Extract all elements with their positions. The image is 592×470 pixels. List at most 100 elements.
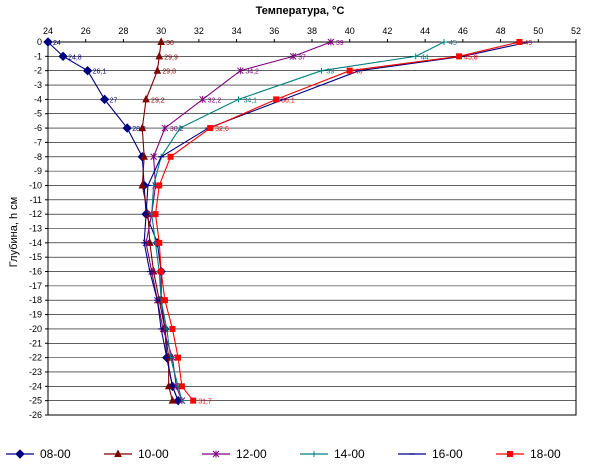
data-point <box>273 96 280 103</box>
data-label: 45,8 <box>464 54 478 61</box>
y-tick-label: -7 <box>34 137 42 147</box>
x-tick-label: 32 <box>194 26 204 36</box>
data-point <box>235 96 242 103</box>
data-label: 30 <box>166 40 174 47</box>
x-tick-label: 36 <box>269 26 279 36</box>
legend-item-08-00: 08-00 <box>6 447 71 461</box>
data-point <box>157 37 165 45</box>
data-point <box>346 67 353 74</box>
y-axis-label: Глубина, h см <box>8 197 20 267</box>
x-tick-label: 48 <box>496 26 506 36</box>
data-point <box>146 238 154 246</box>
data-point <box>207 125 214 132</box>
data-label: 29,8 <box>162 69 176 76</box>
y-tick-label: -21 <box>29 338 42 348</box>
y-tick-label: -25 <box>29 396 42 406</box>
data-label: 30,2 <box>170 126 184 133</box>
data-label: 29,9 <box>164 54 178 61</box>
data-point <box>122 123 132 133</box>
x-tick-label: 42 <box>382 26 392 36</box>
data-point <box>150 182 157 189</box>
series-18-00: 49 45,8 40 36,1 32,6 31,7 <box>152 39 532 406</box>
y-tick-label: -1 <box>34 51 42 61</box>
legend-label: 10-00 <box>138 447 169 461</box>
legend-marker <box>311 451 317 457</box>
data-point <box>190 397 197 404</box>
x-tick-label: 34 <box>232 26 242 36</box>
data-label: 34,1 <box>243 97 257 104</box>
y-tick-label: -24 <box>29 381 42 391</box>
legend-item-16-00: 16-00 <box>398 447 463 461</box>
data-point <box>138 180 147 189</box>
legend-item-18-00: 18-00 <box>496 447 561 461</box>
y-tick-label: -6 <box>34 123 42 133</box>
y-tick-label: -23 <box>29 367 42 377</box>
data-label: 24,8 <box>68 54 82 61</box>
data-point <box>156 182 163 189</box>
data-point <box>161 124 169 132</box>
data-label: 31,7 <box>198 399 212 406</box>
legend-label: 16-00 <box>432 447 463 461</box>
y-tick-label: -20 <box>29 324 42 334</box>
data-label: 45 <box>449 40 457 47</box>
data-point <box>138 123 147 132</box>
x-tick-label: 52 <box>571 26 581 36</box>
gridlines <box>48 56 576 401</box>
y-tick-label: -15 <box>29 252 42 262</box>
chart-title: Температура, °C <box>256 5 345 17</box>
series-16-00 <box>141 41 532 402</box>
x-tick-label: 40 <box>345 26 355 36</box>
y-axis-ticks: 0 -1 -2 -3 -4 -5 -6 -7 -8 -9 -10 -11 -12 -13 -14 -15 -16… <box>29 37 48 420</box>
data-point <box>168 396 177 404</box>
x-tick-label: 28 <box>118 26 128 36</box>
data-label: 32,2 <box>208 97 222 104</box>
legend-marker <box>507 451 513 457</box>
y-tick-label: -13 <box>29 224 42 234</box>
data-point <box>82 65 93 76</box>
series-group: 24 24,8 26,1 27 28,2 30 29,9 29,8 29,2 39 37 34,2 32… <box>43 37 532 406</box>
y-tick-label: -11 <box>30 195 42 205</box>
y-tick-label: -19 <box>29 310 42 320</box>
x-tick-label: 30 <box>156 26 166 36</box>
data-point <box>153 66 162 74</box>
data-point <box>161 297 168 304</box>
data-label: 39 <box>336 40 344 47</box>
data-label: 37 <box>298 54 306 61</box>
data-point <box>178 383 185 390</box>
data-point <box>99 94 110 105</box>
data-label: 44 <box>421 54 429 61</box>
data-point <box>456 53 463 60</box>
x-tick-label: 38 <box>307 26 317 36</box>
y-tick-label: -14 <box>29 238 42 248</box>
y-tick-label: -5 <box>34 109 42 119</box>
data-label: 32,6 <box>215 126 229 133</box>
y-tick-label: -8 <box>34 152 42 162</box>
x-tick-label: 50 <box>533 26 543 36</box>
data-point <box>142 94 150 103</box>
data-point <box>167 153 174 160</box>
data-label: 34,2 <box>245 69 259 76</box>
y-tick-label: -18 <box>29 295 42 305</box>
legend-marker <box>114 449 122 457</box>
y-tick-label: -10 <box>29 180 42 190</box>
legend-label: 18-00 <box>530 447 561 461</box>
y-tick-label: -9 <box>34 166 42 176</box>
data-point <box>58 51 68 62</box>
data-point <box>43 37 53 47</box>
data-point <box>177 125 183 132</box>
data-label: 29,2 <box>151 97 165 104</box>
data-point <box>516 39 523 45</box>
y-tick-label: -22 <box>29 353 42 363</box>
data-point <box>199 95 206 103</box>
y-tick-label: -2 <box>34 66 42 76</box>
y-tick-label: -16 <box>29 267 42 277</box>
data-point <box>441 39 447 45</box>
x-tick-label: 24 <box>43 26 53 36</box>
data-point <box>236 67 244 75</box>
data-label: 27 <box>110 97 118 104</box>
y-tick-label: -12 <box>29 209 42 219</box>
data-point <box>318 67 325 74</box>
data-point <box>156 239 163 246</box>
data-point <box>289 52 297 60</box>
data-point <box>163 325 170 332</box>
